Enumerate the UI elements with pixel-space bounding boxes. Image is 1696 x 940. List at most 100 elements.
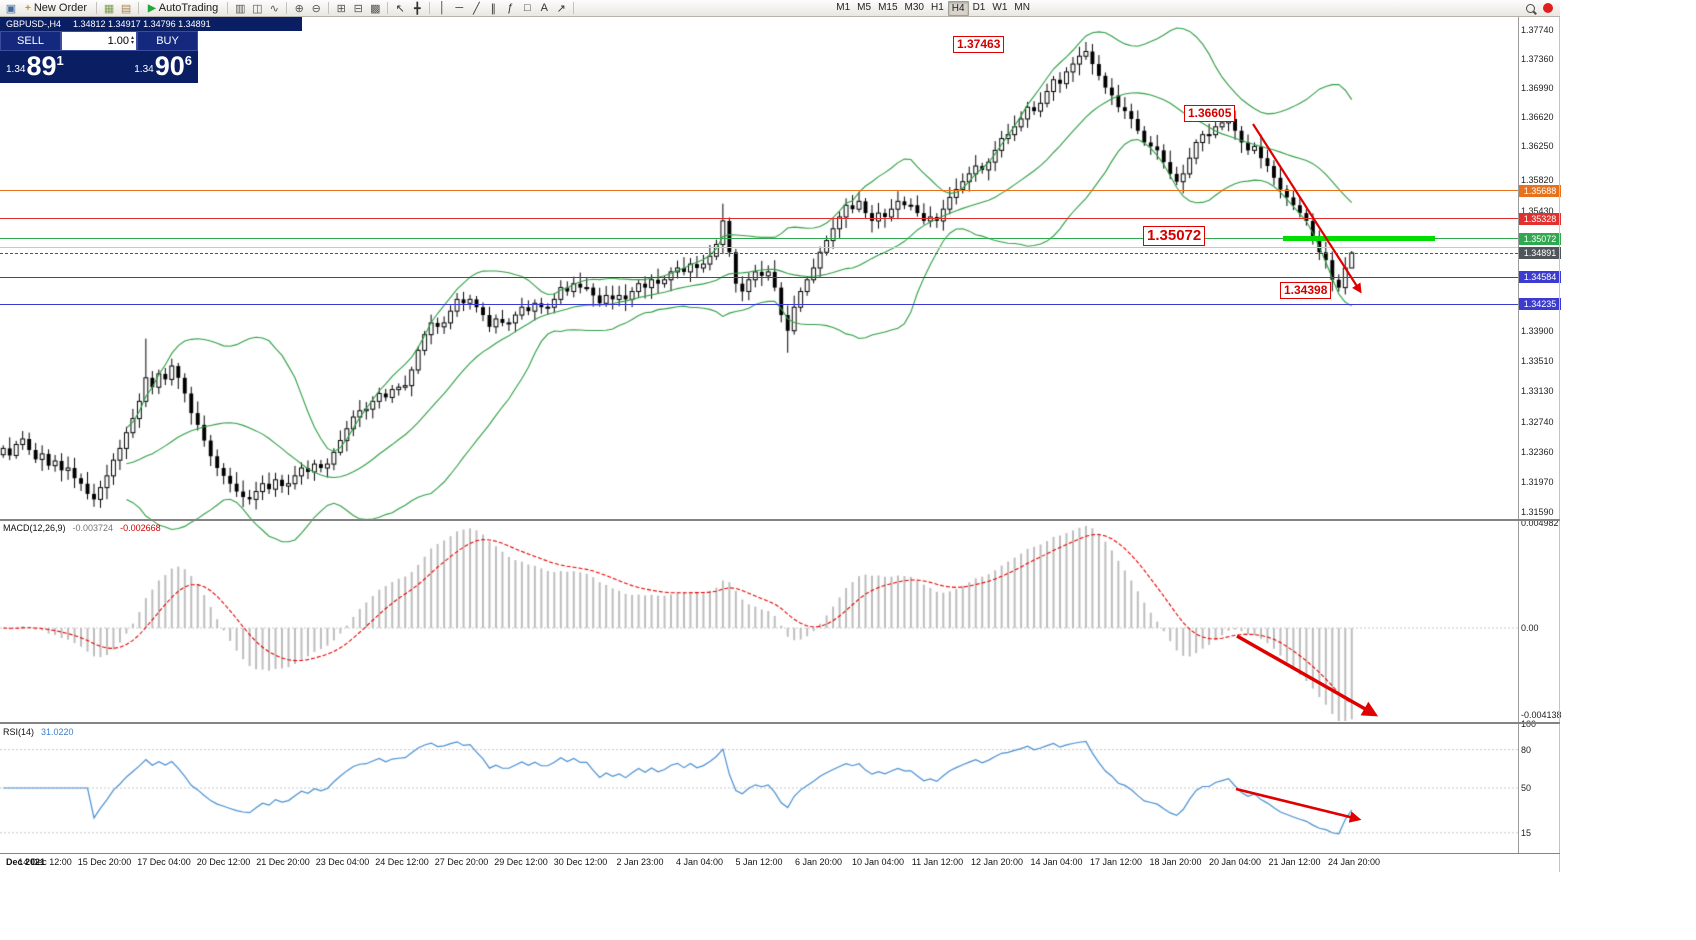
time-label-15: 10 Jan 04:00 (851, 857, 905, 867)
zoom-in-icon[interactable]: ⊕ (294, 2, 304, 15)
level-line-1.34235[interactable] (0, 303, 1518, 305)
time-label-18: 14 Jan 04:00 (1030, 857, 1083, 867)
level-line-silver-3[interactable] (0, 247, 1518, 249)
level-line-1.34584[interactable] (0, 276, 1518, 278)
sell-price-sup: 1 (56, 53, 64, 68)
price-tick-1.33900: 1.33900 (1521, 325, 1554, 336)
price-badge-1.35328: 1.35328 (1519, 212, 1561, 225)
rsi-scale-15: 15 (1521, 827, 1532, 838)
new-order-button-icon: + (25, 2, 31, 14)
channel-icon[interactable]: ∥ (490, 2, 497, 15)
macd-scale-0.00: 0.00 (1521, 623, 1539, 633)
toolbar-separator (286, 2, 288, 14)
time-label-5: 21 Dec 20:00 (256, 857, 310, 867)
volume-decrease-icon[interactable]: ▾ (130, 40, 134, 46)
time-label-19: 17 Jan 12:00 (1089, 857, 1143, 867)
time-label-16: 11 Jan 12:00 (911, 857, 964, 867)
level-line-1.35072[interactable] (0, 238, 1518, 240)
toolbar-separator (387, 2, 389, 14)
toolbar-separator (573, 2, 575, 14)
price-label-136605[interactable]: 1.36605 (1184, 105, 1236, 122)
sell-button[interactable]: SELL (0, 31, 61, 51)
horizontal-line-icon[interactable]: ─ (455, 2, 464, 14)
toolbar-separator (429, 2, 431, 14)
buy-button[interactable]: BUY (137, 31, 198, 51)
macd-value-main: -0.003724 (72, 523, 114, 533)
charts-icon[interactable]: ▦ (103, 2, 115, 15)
time-label-23: 24 Jan 20:00 (1327, 857, 1381, 867)
price-badge-1.34584: 1.34584 (1519, 271, 1561, 284)
pane-divider-macd[interactable] (0, 519, 1560, 521)
rsi-scale-80: 80 (1521, 744, 1532, 755)
notification-badge[interactable] (1543, 3, 1553, 13)
time-label-2: 15 Dec 20:00 (77, 857, 132, 867)
timeframe-button-h1[interactable]: H1 (930, 1, 944, 13)
price-tick-1.37360: 1.37360 (1521, 54, 1554, 65)
timeframe-button-m30[interactable]: M30 (904, 1, 924, 13)
time-label-6: 23 Dec 04:00 (315, 857, 370, 867)
volume-value[interactable]: 1.00 (107, 35, 129, 47)
timeframe-button-w1[interactable]: W1 (992, 1, 1008, 13)
vertical-line-icon[interactable]: │ (438, 2, 446, 14)
autotrading-button-icon: ▶ (148, 2, 156, 14)
buy-price-display: 1.34 90 6 (134, 51, 192, 81)
timeframe-button-m5[interactable]: M5 (857, 1, 872, 13)
arrow-tool-icon[interactable]: ↗ (556, 2, 566, 15)
price-label-135072[interactable]: 1.35072 (1143, 226, 1206, 246)
price-tick-1.32360: 1.32360 (1521, 446, 1554, 457)
fibonacci-icon[interactable]: ƒ (507, 2, 514, 14)
current-price-line (0, 252, 1518, 254)
rsi-scale-100: 100 (1521, 719, 1537, 729)
zoom-out-icon[interactable]: ⊖ (311, 2, 321, 15)
price-tick-1.36250: 1.36250 (1521, 141, 1554, 152)
price-badge-1.35688: 1.35688 (1519, 184, 1561, 197)
profiles-icon[interactable]: ▤ (120, 2, 132, 15)
timeframe-button-mn[interactable]: MN (1014, 1, 1030, 13)
green-trend-segment[interactable] (1283, 236, 1435, 242)
volume-stepper[interactable]: ▴ ▾ (130, 35, 134, 46)
candlestick-chart-icon[interactable]: ◫ (252, 2, 263, 15)
pane-divider-rsi[interactable] (0, 722, 1560, 724)
timeframe-button-h4[interactable]: H4 (947, 0, 969, 16)
sell-price-prefix: 1.34 (6, 64, 26, 75)
macd-indicator-label: MACD(12,26,9) -0.003724 -0.002668 (3, 523, 161, 533)
timeframe-button-m1[interactable]: M1 (836, 1, 851, 13)
crosshair-icon[interactable]: ╋ (413, 2, 421, 15)
macd-value-signal: -0.002668 (120, 523, 161, 533)
price-tick-1.36990: 1.36990 (1521, 83, 1554, 94)
rsi-indicator-label: RSI(14) 31.0220 (3, 727, 74, 737)
time-label-4: 20 Dec 12:00 (196, 857, 251, 867)
new-order-button[interactable]: + New Order (20, 0, 92, 17)
level-line-1.35688[interactable] (0, 190, 1518, 191)
bar-chart-icon[interactable]: ▥ (235, 2, 246, 15)
level-line-1.35328[interactable] (0, 218, 1518, 220)
price-label-137463[interactable]: 1.37463 (953, 36, 1005, 53)
autotrading-button[interactable]: ▶ AutoTrading (143, 0, 223, 17)
trendline-icon[interactable]: ╱ (472, 2, 480, 15)
search-icon[interactable] (1522, 1, 1538, 16)
tile-windows-icon[interactable]: ⊞ (336, 2, 346, 15)
timeframe-button-d1[interactable]: D1 (972, 1, 986, 13)
price-tick-1.35820: 1.35820 (1521, 175, 1554, 186)
cascade-windows-icon[interactable]: ⊟ (353, 2, 363, 15)
trade-buttons-row: SELL 1.00 ▴ ▾ BUY (0, 31, 198, 51)
text-tool-icon[interactable]: A (540, 2, 548, 14)
line-chart-icon[interactable]: ∿ (269, 2, 279, 15)
current-price-badge: 1.34891 (1519, 247, 1561, 260)
arrange-windows-icon[interactable]: ▩ (370, 2, 381, 15)
price-label-134398[interactable]: 1.34398 (1280, 282, 1332, 299)
volume-field[interactable]: 1.00 ▴ ▾ (61, 31, 137, 51)
price-tick-1.31590: 1.31590 (1521, 506, 1554, 517)
main-toolbar: ▣ + New Order ▦ ▤ ▶ AutoTrading ▥ ◫ ∿ ⊕ ⊖ ⊞ ⊟ ▩ ↖ ╋ │ ─ ╱ ∥ ƒ… (0, 0, 1560, 17)
cursor-icon[interactable]: ↖ (395, 2, 405, 15)
time-label-21: 20 Jan 04:00 (1208, 857, 1262, 867)
price-tick-1.33130: 1.33130 (1521, 386, 1554, 397)
shapes-icon[interactable]: □ (523, 2, 531, 14)
buy-price-big: 90 (154, 51, 185, 81)
timeframe-button-m15[interactable]: M15 (878, 1, 898, 13)
volume-increase-icon[interactable]: ▴ (130, 35, 134, 41)
chart-window-icon[interactable]: ▣ (5, 2, 17, 15)
time-label-9: 29 Dec 12:00 (494, 857, 548, 867)
